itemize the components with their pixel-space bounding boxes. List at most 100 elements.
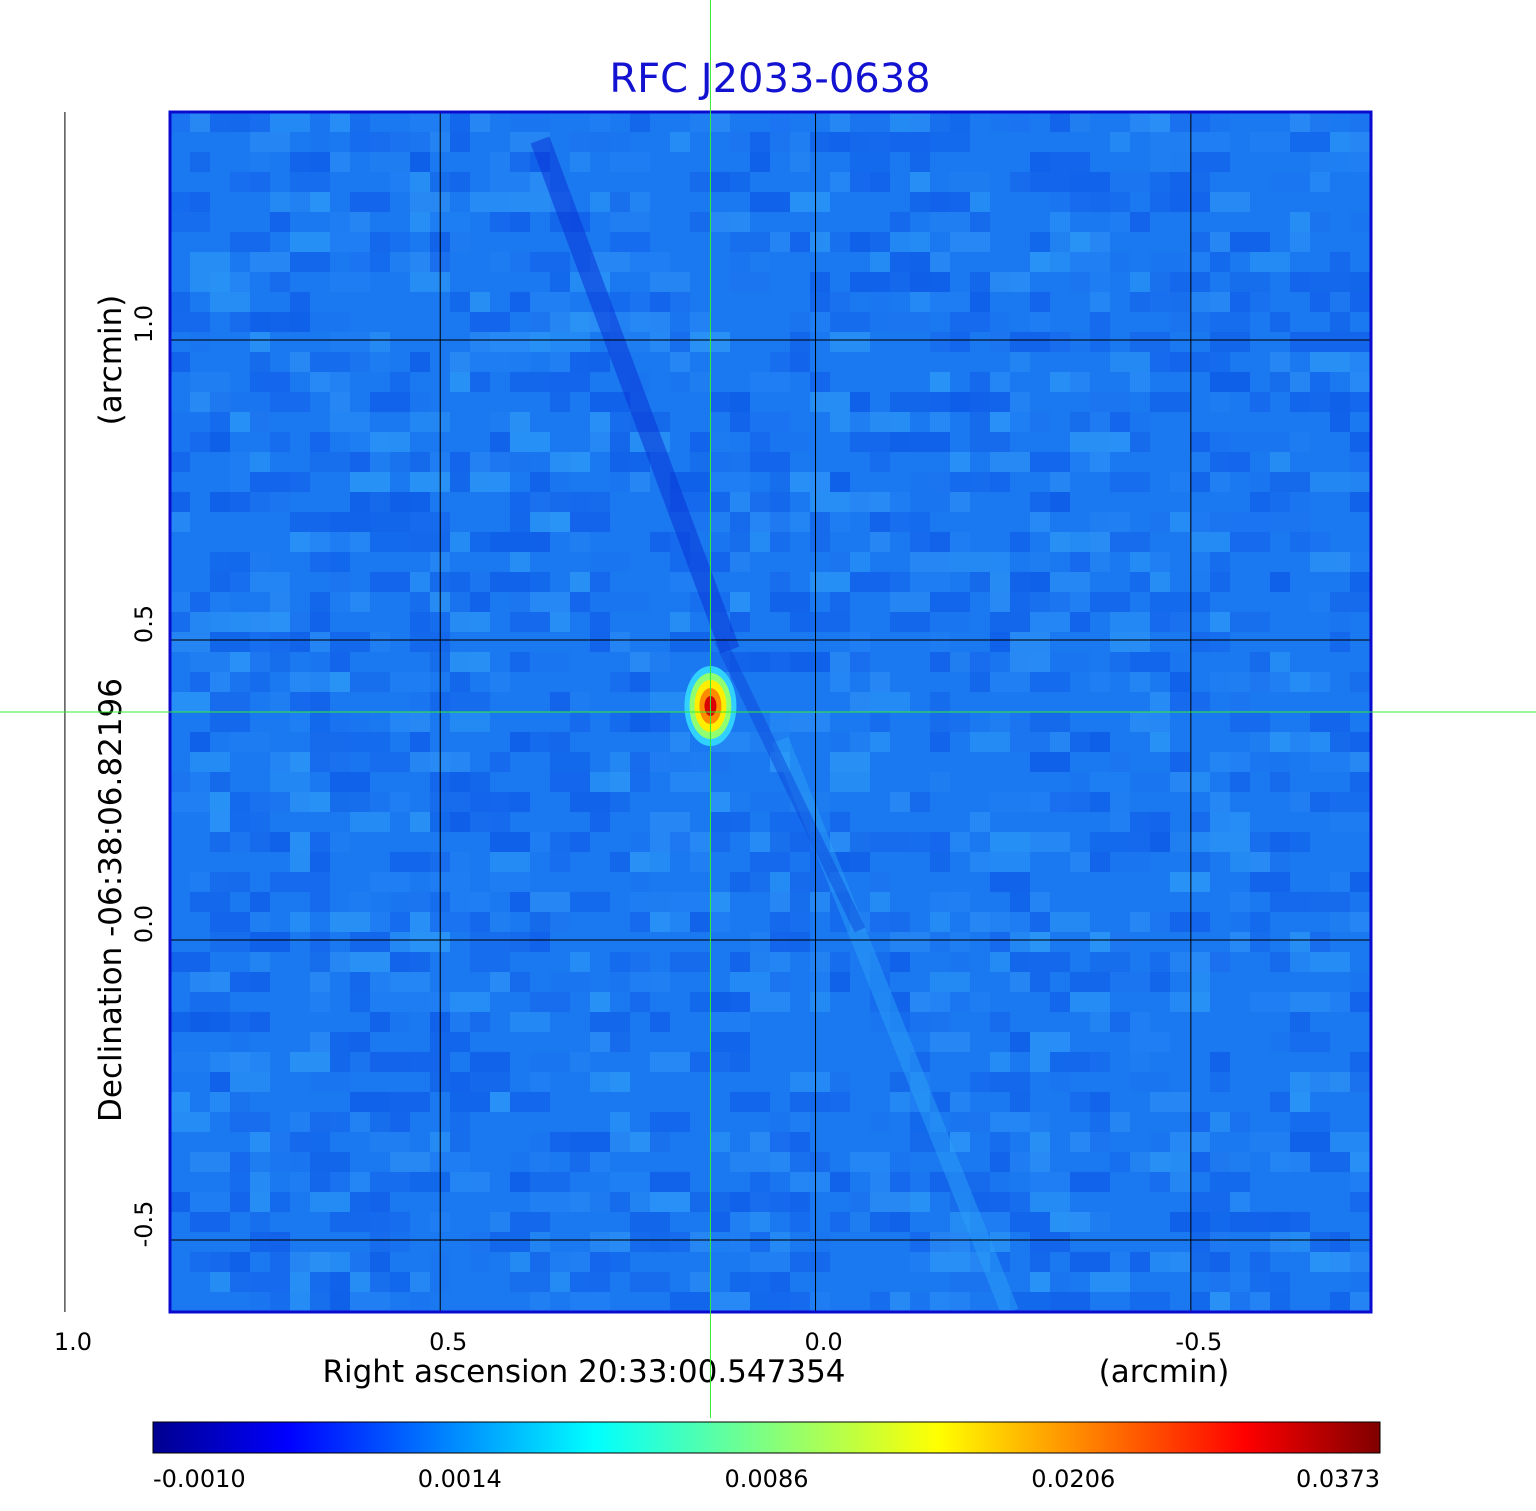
noise-pixel: [1030, 732, 1050, 752]
noise-pixel: [750, 792, 790, 812]
noise-pixel: [710, 172, 750, 192]
noise-pixel: [250, 932, 290, 952]
noise-pixel: [790, 152, 810, 172]
noise-pixel: [170, 1192, 190, 1212]
noise-pixel: [1310, 172, 1330, 192]
noise-pixel: [470, 472, 490, 492]
noise-pixel: [1110, 1112, 1130, 1132]
noise-pixel: [810, 1232, 830, 1252]
noise-pixel: [490, 972, 510, 992]
noise-pixel: [1350, 472, 1371, 492]
noise-pixel: [1210, 112, 1230, 132]
noise-pixel: [610, 592, 650, 612]
noise-pixel: [930, 612, 970, 632]
noise-pixel: [730, 592, 750, 612]
noise-pixel: [750, 532, 770, 552]
noise-pixel: [470, 952, 510, 972]
noise-pixel: [590, 1012, 630, 1032]
noise-pixel: [310, 452, 350, 472]
noise-pixel: [250, 1012, 270, 1032]
noise-pixel: [1150, 552, 1170, 572]
noise-pixel: [1270, 1092, 1290, 1112]
noise-pixel: [330, 752, 370, 772]
noise-pixel: [1090, 852, 1110, 872]
noise-pixel: [370, 872, 410, 892]
bright-sidelobe: [771, 736, 1019, 1312]
noise-pixel: [970, 412, 990, 432]
noise-pixel: [950, 652, 970, 672]
noise-pixel: [270, 692, 290, 712]
noise-pixel: [730, 612, 750, 632]
noise-pixel: [1270, 732, 1290, 752]
noise-pixel: [290, 252, 330, 272]
noise-pixel: [270, 832, 290, 852]
noise-pixel: [990, 712, 1010, 732]
noise-pixel: [250, 412, 270, 432]
noise-pixel: [590, 812, 610, 832]
noise-pixel: [1090, 1272, 1130, 1292]
noise-pixel: [910, 152, 930, 172]
noise-pixel: [1010, 1192, 1030, 1212]
noise-pixel: [1150, 972, 1170, 992]
noise-pixel: [1270, 772, 1290, 792]
noise-pixel: [610, 632, 630, 652]
noise-pixel: [510, 792, 530, 812]
noise-pixel: [310, 132, 330, 152]
noise-pixel: [730, 792, 750, 812]
noise-pixel: [370, 1252, 390, 1272]
noise-pixel: [530, 1152, 550, 1172]
noise-pixel: [1090, 792, 1110, 812]
noise-pixel: [310, 992, 330, 1012]
noise-pixel: [190, 1212, 230, 1232]
noise-pixel: [1090, 772, 1130, 792]
noise-pixel: [490, 1212, 510, 1232]
noise-pixel: [990, 1132, 1010, 1152]
noise-pixel: [590, 612, 610, 632]
noise-pixel: [830, 552, 850, 572]
noise-pixel: [310, 732, 350, 752]
noise-pixel: [810, 1292, 830, 1312]
noise-pixel: [1130, 212, 1150, 232]
noise-pixel: [1310, 1152, 1350, 1172]
noise-pixel: [330, 392, 350, 412]
noise-pixel: [730, 1212, 750, 1232]
noise-pixel: [1290, 432, 1310, 452]
noise-pixel: [510, 652, 530, 672]
noise-pixel: [790, 1132, 810, 1152]
noise-pixel: [270, 872, 290, 892]
noise-pixel: [730, 1052, 750, 1072]
noise-pixel: [410, 152, 430, 172]
noise-pixel: [1370, 612, 1371, 632]
noise-pixel: [1030, 1152, 1050, 1172]
noise-pixel: [1330, 132, 1350, 152]
noise-pixel: [990, 272, 1030, 292]
noise-pixel: [290, 872, 330, 892]
noise-pixel: [630, 1192, 650, 1212]
noise-pixel: [1190, 972, 1210, 992]
noise-pixel: [450, 1092, 490, 1112]
noise-pixel: [710, 752, 730, 772]
noise-pixel: [1170, 592, 1210, 612]
noise-pixel: [1370, 572, 1371, 592]
noise-pixel: [1070, 972, 1110, 992]
noise-pixel: [890, 1292, 910, 1312]
noise-pixel: [510, 432, 550, 452]
noise-pixel: [1050, 1072, 1070, 1092]
noise-pixel: [330, 672, 350, 692]
noise-pixel: [390, 372, 410, 392]
noise-pixel: [1330, 732, 1370, 752]
noise-pixel: [1290, 1152, 1310, 1172]
noise-pixel: [650, 532, 670, 552]
noise-pixel: [1030, 1272, 1050, 1292]
colorbar-tick-label: 0.0086: [725, 1465, 809, 1493]
noise-pixel: [470, 312, 510, 332]
noise-pixel: [1370, 1212, 1371, 1232]
noise-pixel: [950, 932, 970, 952]
noise-pixel: [530, 1172, 570, 1192]
noise-pixel: [1270, 172, 1310, 192]
noise-pixel: [250, 132, 290, 152]
x-axis-label: Right ascension 20:33:00.547354: [322, 1354, 845, 1390]
noise-pixel: [830, 1092, 850, 1112]
noise-pixel: [1270, 572, 1290, 592]
noise-pixel: [1150, 132, 1190, 152]
